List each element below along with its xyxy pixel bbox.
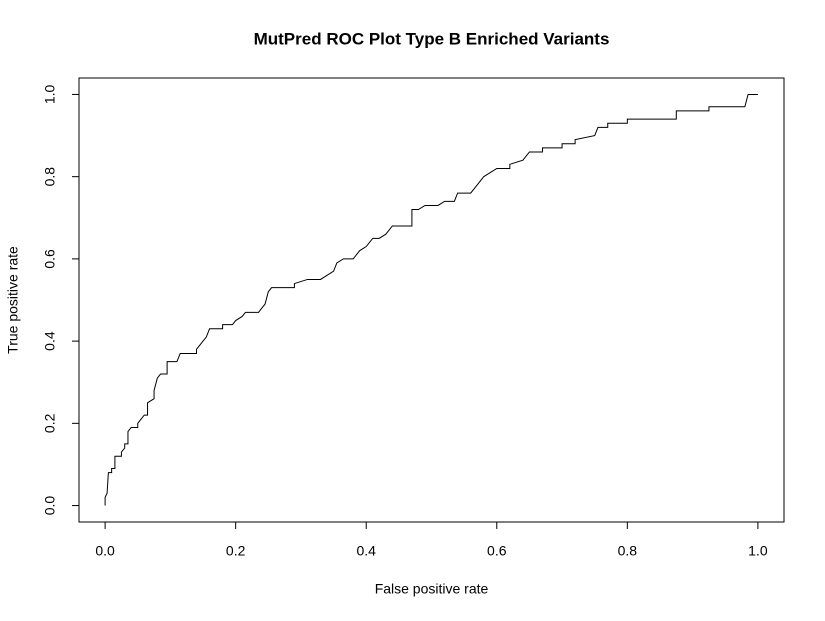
x-tick-label: 0.4 [356, 543, 376, 559]
roc-curve [104, 93, 758, 506]
y-tick-label: 0.2 [42, 413, 58, 433]
y-axis-label: True positive rate [5, 246, 21, 354]
x-tick-label: 0.0 [95, 543, 115, 559]
y-tick-label: 1.0 [42, 85, 58, 105]
x-tick-label: 0.8 [618, 543, 638, 559]
y-tick-label: 0.4 [42, 331, 58, 351]
x-tick-label: 0.2 [226, 543, 246, 559]
chart-title: MutPred ROC Plot Type B Enriched Variant… [254, 29, 610, 48]
y-tick-label: 0.8 [42, 167, 58, 187]
y-tick-label: 0.6 [42, 249, 58, 269]
x-tick-label: 0.6 [487, 543, 507, 559]
x-tick-label: 1.0 [748, 543, 768, 559]
y-tick-label: 0.0 [42, 496, 58, 516]
x-axis-label: False positive rate [375, 581, 489, 597]
